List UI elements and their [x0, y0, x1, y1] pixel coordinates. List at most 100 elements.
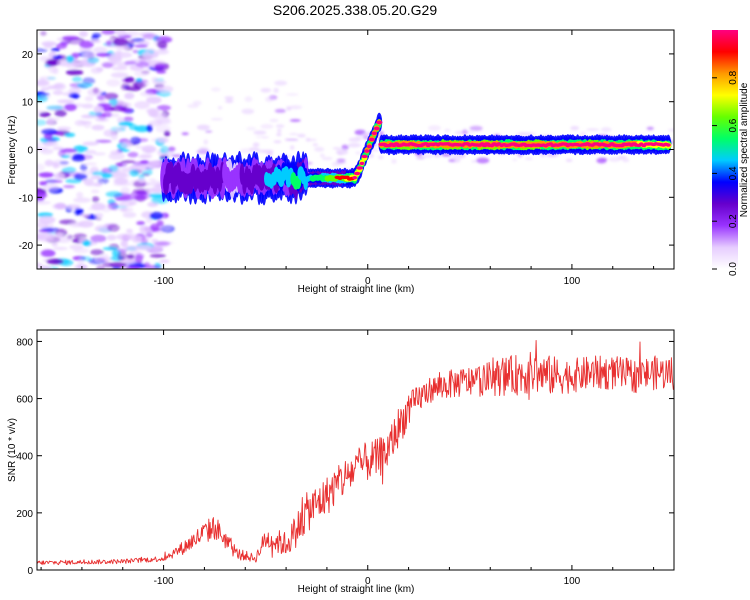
spectrogram-noise-blob	[126, 228, 133, 234]
spectrogram-noise-blob	[80, 163, 88, 172]
spectrogram-noise-blob	[68, 87, 82, 95]
spectrogram-noise-blob	[101, 30, 116, 35]
spectrogram-noise-blob	[134, 145, 146, 149]
spectrogram-noise-blob	[244, 96, 253, 102]
spectrogram-noise-blob	[466, 130, 475, 134]
colorbar: 0.0 0.2 0.4 0.6 0.8 Normalized spectral ampl…	[712, 30, 750, 276]
spectrogram-noise-blob	[73, 173, 88, 181]
spectrogram-noise-blob	[205, 130, 213, 133]
spectrogram-noise-blob	[110, 113, 120, 118]
spectrogram-noise-blob	[53, 83, 64, 89]
spectrogram-noise-blob	[153, 241, 171, 246]
spectrogram-y-tick-label: 0	[27, 146, 33, 157]
spectrogram-noise-blob	[43, 183, 59, 192]
spectrogram-noise-blob	[201, 156, 207, 159]
spectrogram-noise-blob	[40, 249, 56, 257]
spectrogram-noise-blob	[140, 91, 154, 97]
spectrogram-noise-blob	[150, 223, 160, 232]
spectrogram-noise-blob	[57, 99, 75, 104]
spectrogram-noise-blob	[181, 132, 189, 136]
spectrogram-noise-blob	[269, 118, 279, 123]
spectrogram-noise-blob	[462, 129, 468, 135]
spectrogram-noise-blob	[217, 106, 223, 110]
spectrogram-noise-blob	[64, 132, 76, 138]
spectrogram-noise-blob	[314, 146, 325, 152]
figure-title: S206.2025.338.05.20.G29	[273, 2, 437, 18]
spectrogram-noise-blob	[156, 60, 166, 66]
spectrogram-noise-blob	[39, 238, 56, 242]
spectrogram-x-tick-label: 100	[564, 276, 581, 287]
spectrogram-noise-blob	[444, 128, 451, 133]
spectrogram-noise-blob	[129, 136, 142, 145]
spectrogram-noise-blob	[289, 133, 299, 136]
spectrogram-noise-blob	[85, 150, 97, 154]
spectrogram-ridge-blob	[375, 120, 383, 125]
spectrogram-noise-blob	[289, 105, 303, 110]
spectrogram-noise-blob	[111, 266, 121, 269]
spectrogram-noise-blob	[64, 103, 77, 112]
spectrogram-noise-blob	[138, 178, 146, 183]
spectrogram-noise-blob	[146, 96, 162, 104]
spectrogram-noise-blob	[66, 55, 74, 63]
spectrogram-noise-blob	[124, 60, 137, 65]
spectrogram-noise-blob	[126, 254, 135, 260]
spectrogram-noise-blob	[122, 211, 137, 218]
spectrogram-noise-blob	[273, 87, 279, 94]
spectrogram-noise-blob	[74, 263, 88, 269]
spectrogram-noise-blob	[146, 187, 153, 194]
spectrogram-noise-blob	[91, 124, 105, 131]
spectrogram-noise-blob	[149, 178, 156, 182]
spectrogram-noise-blob	[39, 112, 51, 118]
spectrogram-noise-blob	[135, 61, 149, 68]
spectrogram-noise-blob	[52, 90, 64, 96]
spectrogram-noise-blob	[132, 188, 151, 194]
spectrogram-noise-blob	[115, 197, 133, 202]
spectrogram-noise-blob	[570, 126, 580, 131]
spectrogram-noise-blob	[103, 129, 116, 137]
spectrogram-noise-blob	[72, 76, 82, 83]
snr-y-tick-label: 600	[16, 395, 33, 406]
snr-x-tick-label: 0	[365, 576, 371, 587]
spectrogram-noise-blob	[599, 158, 609, 161]
spectrogram-noise-blob	[91, 32, 102, 38]
spectrogram-noise-blob	[83, 178, 94, 186]
spectrogram-noise-blob	[224, 100, 233, 103]
spectrogram-ridge-blob	[368, 137, 375, 142]
spectrogram-noise-blob	[95, 52, 112, 57]
colorbar-label: Normalized spectral amplitude	[739, 82, 750, 217]
spectrogram-noise-blob	[84, 162, 98, 166]
spectrogram-noise-blob	[41, 128, 58, 135]
spectrogram-y-ticks: -20 -10 0 10 20	[19, 50, 674, 252]
spectrogram-noise-blob	[274, 80, 288, 86]
spectrogram-noise-blob	[622, 157, 630, 163]
spectrogram-noise-blob	[83, 120, 92, 129]
spectrogram-noise-blob	[255, 136, 266, 139]
spectrogram-noise-blob	[252, 142, 260, 147]
spectrogram-noise-blob	[106, 234, 117, 241]
spectrogram-noise-blob	[246, 126, 257, 131]
spectrogram-noise-blob	[128, 200, 137, 205]
spectrogram-noise-blob	[154, 64, 167, 69]
spectrogram-ridge-blob	[356, 166, 363, 170]
spectrogram-noise-blob	[423, 153, 433, 159]
spectrogram-noise-blob	[47, 117, 60, 121]
spectrogram-noise-blob	[79, 40, 94, 49]
spectrogram-noise-blob	[54, 236, 72, 243]
spectrogram-noise-blob	[336, 158, 346, 164]
spectrogram-noise-blob	[100, 253, 109, 260]
spectrogram-noise-blob	[354, 136, 366, 139]
snr-y-ticks: 0 200 400 600 800	[16, 337, 674, 577]
snr-x-ticks: -100 0 100	[40, 330, 655, 587]
spectrogram-noise-blob	[273, 140, 282, 144]
spectrogram-noise-blob	[65, 69, 84, 76]
spectrogram-noise-blob	[107, 224, 120, 232]
spectrogram-noise-blob	[95, 139, 112, 143]
colorbar-ticks: 0.0 0.2 0.4 0.6 0.8	[712, 70, 739, 276]
spectrogram-ridge-blob	[373, 126, 380, 131]
spectrogram-ridge-blob	[364, 149, 370, 153]
spectrogram-noise-blob	[46, 106, 64, 112]
spectrogram-noise-blob	[87, 57, 100, 64]
spectrogram-noise-blob	[265, 96, 274, 103]
colorbar-tick-label: 0.4	[728, 166, 739, 180]
spectrogram-noise-blob	[146, 124, 153, 133]
